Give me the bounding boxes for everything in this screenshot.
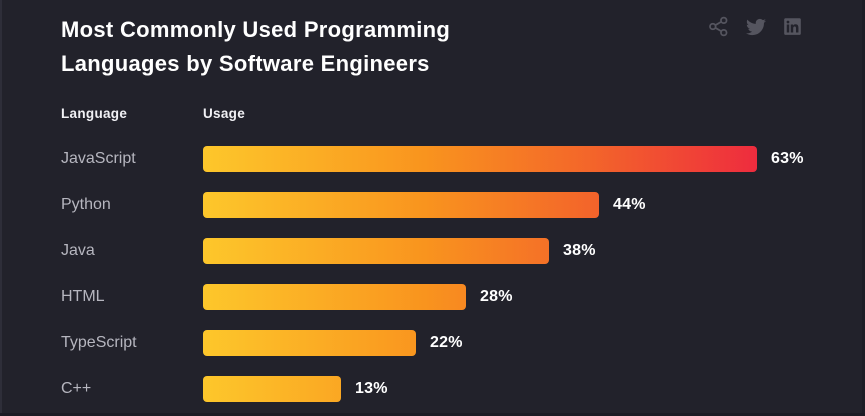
value-label: 28% <box>480 288 513 305</box>
column-headers: Language Usage <box>61 106 245 121</box>
usage-bar <box>203 146 757 172</box>
title-line-1: Most Commonly Used Programming <box>61 17 451 42</box>
linkedin-icon[interactable] <box>782 16 803 37</box>
language-label: TypeScript <box>61 334 137 351</box>
language-label: C++ <box>61 380 92 397</box>
table-row: TypeScript 22% <box>61 330 865 356</box>
value-label: 44% <box>613 196 646 213</box>
left-edge-divider <box>0 0 2 416</box>
twitter-icon[interactable] <box>745 16 766 37</box>
table-row: Python 44% <box>61 192 865 218</box>
language-label: JavaScript <box>61 150 136 167</box>
table-row: C++ 13% <box>61 376 865 402</box>
value-label: 22% <box>430 334 463 351</box>
table-row: HTML 28% <box>61 284 865 310</box>
usage-bar <box>203 284 466 310</box>
usage-bar <box>203 330 416 356</box>
language-label: Python <box>61 196 111 213</box>
language-label: HTML <box>61 288 105 305</box>
share-icon[interactable] <box>708 16 729 37</box>
page-title: Most Commonly Used Programming Languages… <box>61 13 450 81</box>
column-header-language: Language <box>61 106 128 121</box>
table-row: Java 38% <box>61 238 865 264</box>
chart-rows: JavaScript 63% Python 44% Java 38% HTML … <box>61 146 865 416</box>
title-line-2: Languages by Software Engineers <box>61 51 430 76</box>
bottom-edge-divider <box>0 413 865 416</box>
table-row: JavaScript 63% <box>61 146 865 172</box>
value-label: 38% <box>563 242 596 259</box>
value-label: 13% <box>355 380 388 397</box>
social-share-bar <box>708 16 803 37</box>
column-header-usage: Usage <box>203 106 246 121</box>
usage-bar <box>203 376 341 402</box>
language-label: Java <box>61 242 95 259</box>
right-edge-divider <box>862 0 865 416</box>
usage-bar <box>203 238 549 264</box>
usage-bar <box>203 192 599 218</box>
value-label: 63% <box>771 150 804 167</box>
